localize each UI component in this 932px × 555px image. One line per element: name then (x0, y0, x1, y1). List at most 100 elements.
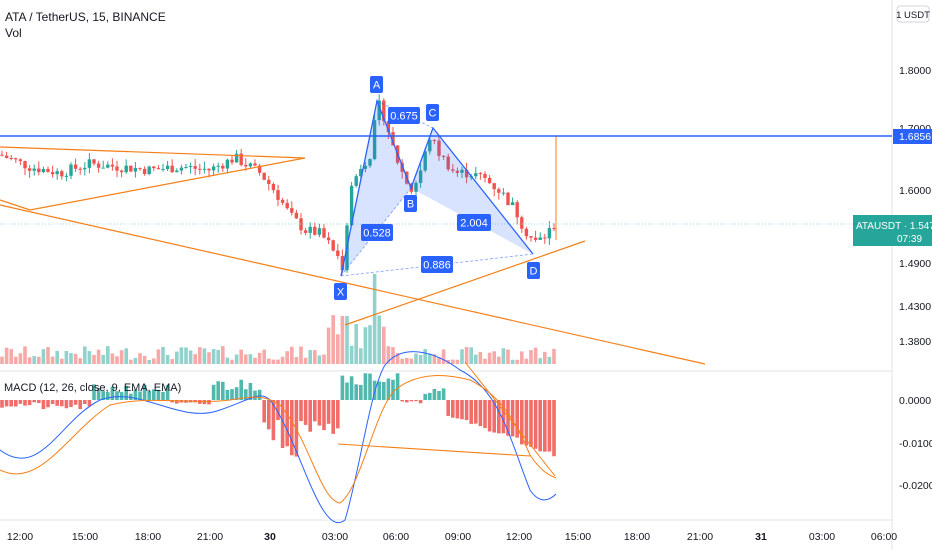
macd-histogram-bar (313, 400, 317, 422)
macd-histogram-bar (497, 400, 501, 434)
volume-bar (110, 353, 115, 364)
macd-histogram-bar (331, 400, 335, 434)
candle-body (460, 169, 464, 173)
volume-bar (354, 324, 358, 364)
candle-body (432, 139, 437, 141)
candle-body (501, 192, 506, 194)
volume-bar (248, 354, 253, 364)
macd-histogram-bar (483, 400, 487, 429)
macd-histogram-bar (455, 400, 460, 419)
volume-bar (147, 359, 151, 364)
time-tick-label: 03:00 (322, 531, 348, 543)
volume-bar (326, 327, 331, 364)
volume-bar (64, 350, 69, 364)
time-tick-label: 12:00 (7, 531, 33, 543)
candle-body (368, 159, 372, 166)
volume-bar (106, 346, 110, 364)
candle-body (138, 167, 142, 169)
candle-body (290, 208, 294, 213)
volume-bar (478, 351, 483, 364)
macd-histogram-bar (198, 400, 202, 404)
macd-histogram-bar (345, 382, 349, 400)
point-c-label: C (426, 104, 439, 121)
volume-bar (368, 325, 372, 364)
macd-histogram-bar (37, 400, 41, 403)
candle-body (106, 164, 110, 168)
macd-histogram-bar (386, 378, 391, 400)
macd-divergence-line-2 (464, 361, 556, 477)
volume-bar (234, 354, 239, 364)
candle-body (9, 157, 13, 159)
macd-histogram-bar (73, 400, 78, 405)
macd-label: MACD (12, 26, close, 9, EMA, EMA) (4, 382, 182, 394)
volume-bar (221, 346, 225, 364)
macd-histogram-bar (129, 393, 133, 400)
candle-body (497, 189, 501, 193)
volume-bar (23, 346, 27, 364)
candle-body (391, 132, 395, 146)
price-tick-label: 1.4900 (899, 258, 931, 270)
macd-histogram-bar (460, 400, 464, 420)
macd-histogram-bar (257, 389, 262, 400)
volume-bar (524, 358, 529, 364)
ratio-xad-label-box (421, 256, 453, 273)
drawings[interactable]: X A B C D 0.675 0.528 2.004 0.886 (0, 76, 892, 365)
volume-bar (547, 356, 552, 364)
candle-body (267, 179, 271, 184)
candle-body (382, 100, 386, 122)
volume-bar (529, 350, 533, 364)
volume-bar (418, 354, 423, 364)
ratio-xad-label-text: 0.886 (423, 260, 451, 272)
macd-histogram-bar (0, 400, 4, 408)
candle-body (119, 170, 124, 173)
volume-bar (55, 350, 59, 364)
volume-bar (372, 274, 377, 364)
volume-bar (124, 348, 128, 364)
macd-histogram-bar (492, 400, 496, 433)
candle-body (253, 163, 257, 166)
volume-bar (156, 349, 161, 364)
level-price-tag-text: 1.6856 (899, 131, 931, 143)
candle-body (221, 165, 225, 169)
volume-bar (331, 315, 335, 364)
macd-histogram-bar (124, 385, 128, 400)
candle-body (92, 159, 96, 164)
candle-body (340, 255, 345, 271)
candle-body (428, 139, 432, 152)
volume-bar (4, 347, 9, 364)
volume-bar (142, 355, 147, 364)
chart-title: ATA / TetherUS, 15, BINANCE (5, 10, 166, 24)
volume-bar (363, 327, 368, 364)
symbol-price-tag-text: ATAUSDT · 1.5475 (856, 221, 932, 232)
volume-bar (437, 357, 441, 364)
volume-bar (138, 353, 142, 364)
macd-histogram-bar (18, 400, 23, 404)
ratio-xab-label: 0.675 (388, 107, 420, 124)
macd-histogram-bar (262, 400, 266, 423)
candle-body (529, 236, 533, 238)
candle-body (271, 183, 276, 191)
macd-histogram-bar (161, 391, 165, 400)
volume-bar (441, 349, 446, 364)
candle-body (234, 153, 239, 163)
macd-histogram-bar (4, 400, 9, 407)
volume-bar (179, 347, 184, 364)
volume-bar (271, 359, 276, 364)
candle-body (515, 202, 519, 218)
macd-histogram-bar (23, 400, 27, 406)
candle-body (156, 168, 161, 170)
time-tick-label: 18:00 (624, 531, 650, 543)
candle-body (202, 168, 207, 170)
volume-bar (395, 353, 400, 364)
currency-button[interactable]: 1 USDT (896, 5, 930, 23)
candle-body (87, 159, 92, 168)
point-x-label-text: X (337, 287, 345, 299)
candle-body (188, 166, 193, 168)
candle-body (239, 153, 243, 165)
candle-body (533, 237, 538, 240)
ratio-abc-label-text: 0.528 (363, 228, 391, 240)
candle-body (349, 185, 354, 226)
macd-histogram-bar (349, 376, 354, 400)
